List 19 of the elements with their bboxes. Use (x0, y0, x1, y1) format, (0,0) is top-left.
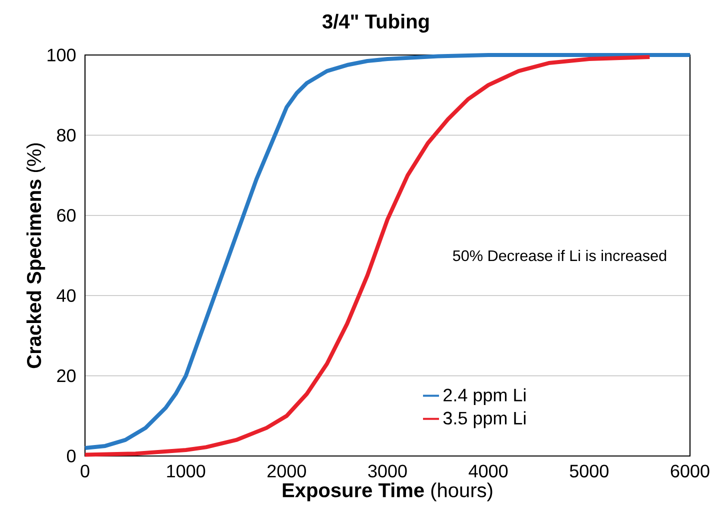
x-tick-label: 6000 (670, 464, 710, 478)
x-tick-label: 3000 (368, 464, 407, 478)
y-axis-title: Cracked Specimens (%) (26, 143, 46, 368)
chart-title: 3/4" Tubing (322, 14, 429, 33)
y-tick-label: 60 (57, 209, 76, 222)
y-tick-label: 80 (57, 128, 76, 142)
y-tick-label: 40 (56, 289, 76, 302)
x-axis-title: Exposure Time (hours) (282, 482, 492, 502)
legend-label: 3.5 ppm Li (443, 411, 526, 428)
y-tick-label: 0 (66, 450, 76, 462)
x-tick-label: 4000 (468, 464, 508, 478)
legend-label: 2.4 ppm Li (444, 388, 526, 406)
y-tick-label: 20 (57, 369, 76, 382)
annotation: 50% Decrease if Li is increased (452, 250, 666, 262)
x-tick-label: 5000 (570, 464, 608, 478)
x-tick-label: 0 (80, 464, 90, 478)
x-tick-label: 1000 (167, 464, 206, 478)
y-tick-label: 100 (48, 48, 76, 62)
x-tick-label: 2000 (268, 464, 306, 478)
